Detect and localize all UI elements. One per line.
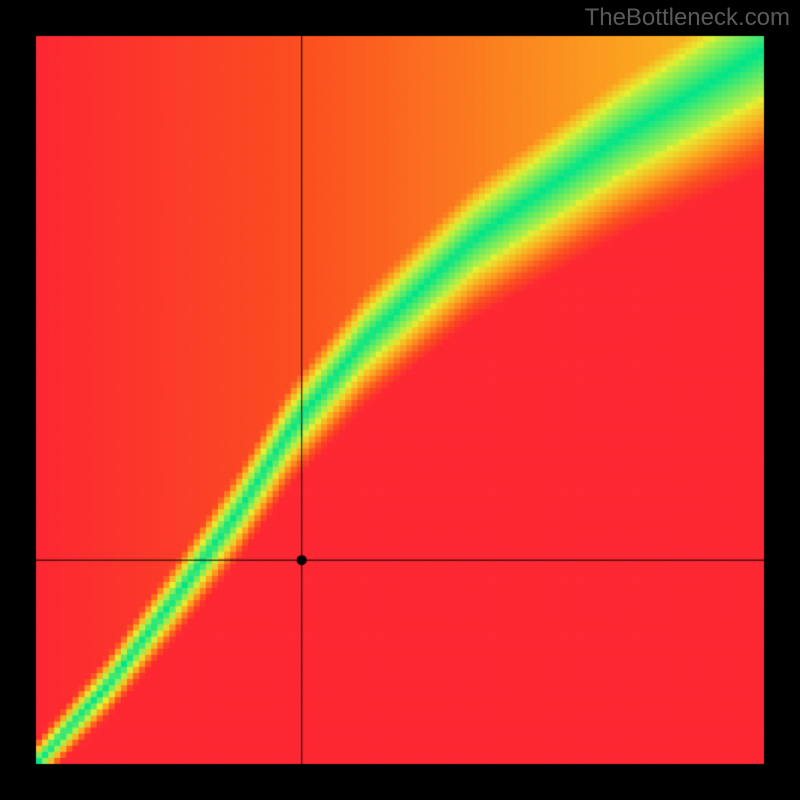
heatmap-canvas <box>0 0 800 800</box>
watermark-text: TheBottleneck.com <box>585 4 790 32</box>
chart-container: TheBottleneck.com <box>0 0 800 800</box>
